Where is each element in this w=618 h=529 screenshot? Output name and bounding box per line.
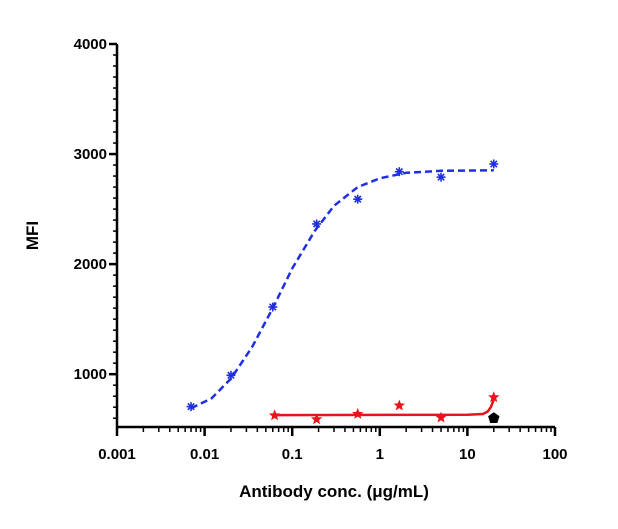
series-2-point [435, 411, 447, 423]
y-axis-label: MFI [23, 221, 42, 250]
series-1-point [186, 402, 196, 412]
series-1-point [394, 167, 404, 177]
x-tick-label: 10 [459, 446, 476, 463]
series-2-point [393, 399, 405, 411]
series-1-point [268, 302, 278, 312]
series-1-point [226, 370, 236, 380]
series-1-fit-line [190, 169, 494, 410]
series-2-point [310, 413, 323, 425]
series-1-point [312, 219, 322, 229]
series-2-point [488, 391, 500, 403]
x-tick-label: 1 [376, 446, 384, 463]
y-tick-label: 1000 [74, 366, 107, 383]
series-2-point [352, 408, 364, 419]
series-1-point [353, 194, 363, 204]
x-axis-label: Antibody conc. (μg/mL) [239, 482, 429, 501]
fit-curves [190, 169, 495, 417]
series-1-point [436, 172, 446, 182]
series-1-point [489, 159, 499, 169]
x-tick-label: 0.01 [190, 446, 219, 463]
y-tick-label: 3000 [74, 146, 107, 163]
y-tick-label: 4000 [74, 36, 107, 53]
series-2-fit-line [274, 399, 495, 417]
x-tick-label: 0.001 [98, 446, 136, 463]
data-markers [186, 159, 500, 425]
axes: 1000 2000 3000 4000 0.001 0.01 0.1 1 10 100 [74, 36, 568, 463]
x-tick-label: 0.1 [282, 446, 303, 463]
series-2-point [268, 409, 281, 421]
x-tick-label: 100 [542, 446, 567, 463]
series-3-point [488, 412, 500, 423]
y-tick-label: 2000 [74, 256, 107, 273]
